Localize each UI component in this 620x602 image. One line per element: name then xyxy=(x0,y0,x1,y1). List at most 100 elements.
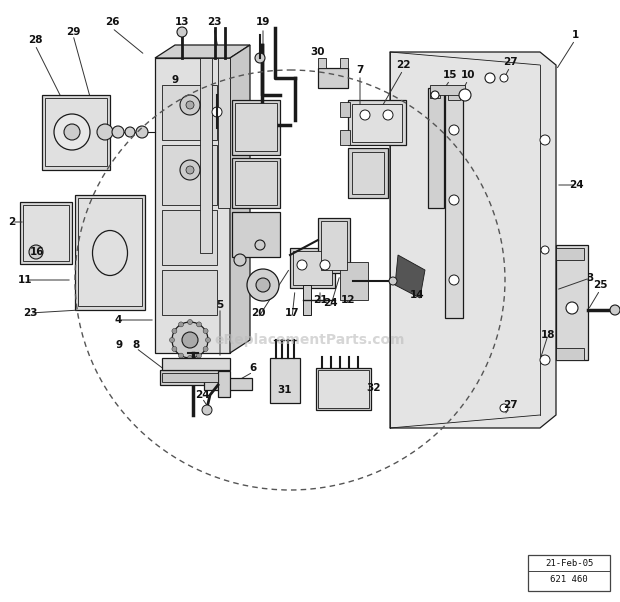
Text: 17: 17 xyxy=(285,308,299,318)
Circle shape xyxy=(449,125,459,135)
Bar xyxy=(318,370,369,408)
Bar xyxy=(160,370,220,385)
Circle shape xyxy=(186,166,194,174)
Bar xyxy=(78,198,142,306)
Bar xyxy=(232,212,280,257)
Circle shape xyxy=(169,338,174,343)
Circle shape xyxy=(182,332,198,348)
Text: 3: 3 xyxy=(587,273,593,283)
Circle shape xyxy=(255,240,265,250)
Bar xyxy=(218,371,230,397)
Text: eReplacementParts.com: eReplacementParts.com xyxy=(215,333,405,347)
Text: 22: 22 xyxy=(396,60,410,70)
Text: 4: 4 xyxy=(114,315,122,325)
Text: 24: 24 xyxy=(569,180,583,190)
Text: 8: 8 xyxy=(133,340,140,350)
Bar xyxy=(556,248,584,260)
Circle shape xyxy=(500,404,508,412)
Circle shape xyxy=(459,89,471,101)
Text: 25: 25 xyxy=(593,280,607,290)
Circle shape xyxy=(500,74,508,82)
Text: 31: 31 xyxy=(278,385,292,395)
Text: 621 460: 621 460 xyxy=(550,576,588,585)
Text: 32: 32 xyxy=(367,383,381,393)
Polygon shape xyxy=(155,45,250,58)
Bar xyxy=(162,358,230,370)
Bar xyxy=(430,85,465,95)
Bar xyxy=(162,145,217,205)
Text: 16: 16 xyxy=(30,247,44,257)
Circle shape xyxy=(177,27,187,37)
Bar xyxy=(162,373,218,382)
Circle shape xyxy=(179,322,184,327)
Bar xyxy=(340,130,350,145)
Text: 27: 27 xyxy=(503,400,517,410)
Bar xyxy=(348,148,388,198)
Circle shape xyxy=(97,124,113,140)
Polygon shape xyxy=(395,255,425,298)
Circle shape xyxy=(187,356,192,361)
Text: 24: 24 xyxy=(195,390,210,400)
Bar xyxy=(340,102,350,117)
Bar xyxy=(155,58,230,353)
Polygon shape xyxy=(230,45,250,353)
Text: 14: 14 xyxy=(410,290,424,300)
Text: 28: 28 xyxy=(28,35,42,45)
Bar xyxy=(218,58,230,208)
Circle shape xyxy=(205,338,211,343)
Bar xyxy=(20,202,72,264)
Circle shape xyxy=(256,278,270,292)
Bar xyxy=(428,88,444,208)
Bar xyxy=(232,100,280,155)
Circle shape xyxy=(136,126,148,138)
Bar xyxy=(445,88,463,318)
Circle shape xyxy=(186,101,194,109)
Text: 21-Feb-05: 21-Feb-05 xyxy=(545,559,593,568)
Text: 20: 20 xyxy=(250,308,265,318)
Text: 24: 24 xyxy=(322,298,337,308)
Text: 23: 23 xyxy=(206,17,221,27)
Bar xyxy=(270,358,300,403)
Circle shape xyxy=(29,245,43,259)
Circle shape xyxy=(255,53,265,63)
Circle shape xyxy=(180,95,200,115)
Bar xyxy=(352,104,402,142)
Text: 30: 30 xyxy=(311,47,326,57)
Circle shape xyxy=(540,355,550,365)
Bar xyxy=(45,98,107,166)
Text: 7: 7 xyxy=(356,65,364,75)
Bar xyxy=(162,270,217,315)
Circle shape xyxy=(197,353,202,358)
Bar xyxy=(75,195,145,310)
Circle shape xyxy=(360,110,370,120)
Bar xyxy=(528,555,610,591)
Circle shape xyxy=(180,160,200,180)
Circle shape xyxy=(125,127,135,137)
Text: 11: 11 xyxy=(18,275,32,285)
Text: 19: 19 xyxy=(256,17,270,27)
Text: 12: 12 xyxy=(341,295,355,305)
Bar xyxy=(293,251,332,285)
Bar xyxy=(340,58,348,68)
Text: 2: 2 xyxy=(9,217,16,227)
Bar xyxy=(318,58,326,68)
Bar xyxy=(290,248,335,288)
Polygon shape xyxy=(390,52,556,428)
Bar xyxy=(162,210,217,265)
Bar xyxy=(430,92,440,98)
Bar xyxy=(556,245,588,360)
Circle shape xyxy=(566,302,578,314)
Text: 9: 9 xyxy=(172,75,179,85)
Bar xyxy=(318,68,348,88)
Bar xyxy=(303,285,311,315)
Circle shape xyxy=(431,91,439,99)
Circle shape xyxy=(247,269,279,301)
Circle shape xyxy=(234,254,246,266)
Circle shape xyxy=(383,110,393,120)
Bar xyxy=(162,85,217,140)
Bar xyxy=(321,221,347,270)
Text: 26: 26 xyxy=(105,17,119,27)
Circle shape xyxy=(54,114,90,150)
Text: 13: 13 xyxy=(175,17,189,27)
Circle shape xyxy=(320,260,330,270)
